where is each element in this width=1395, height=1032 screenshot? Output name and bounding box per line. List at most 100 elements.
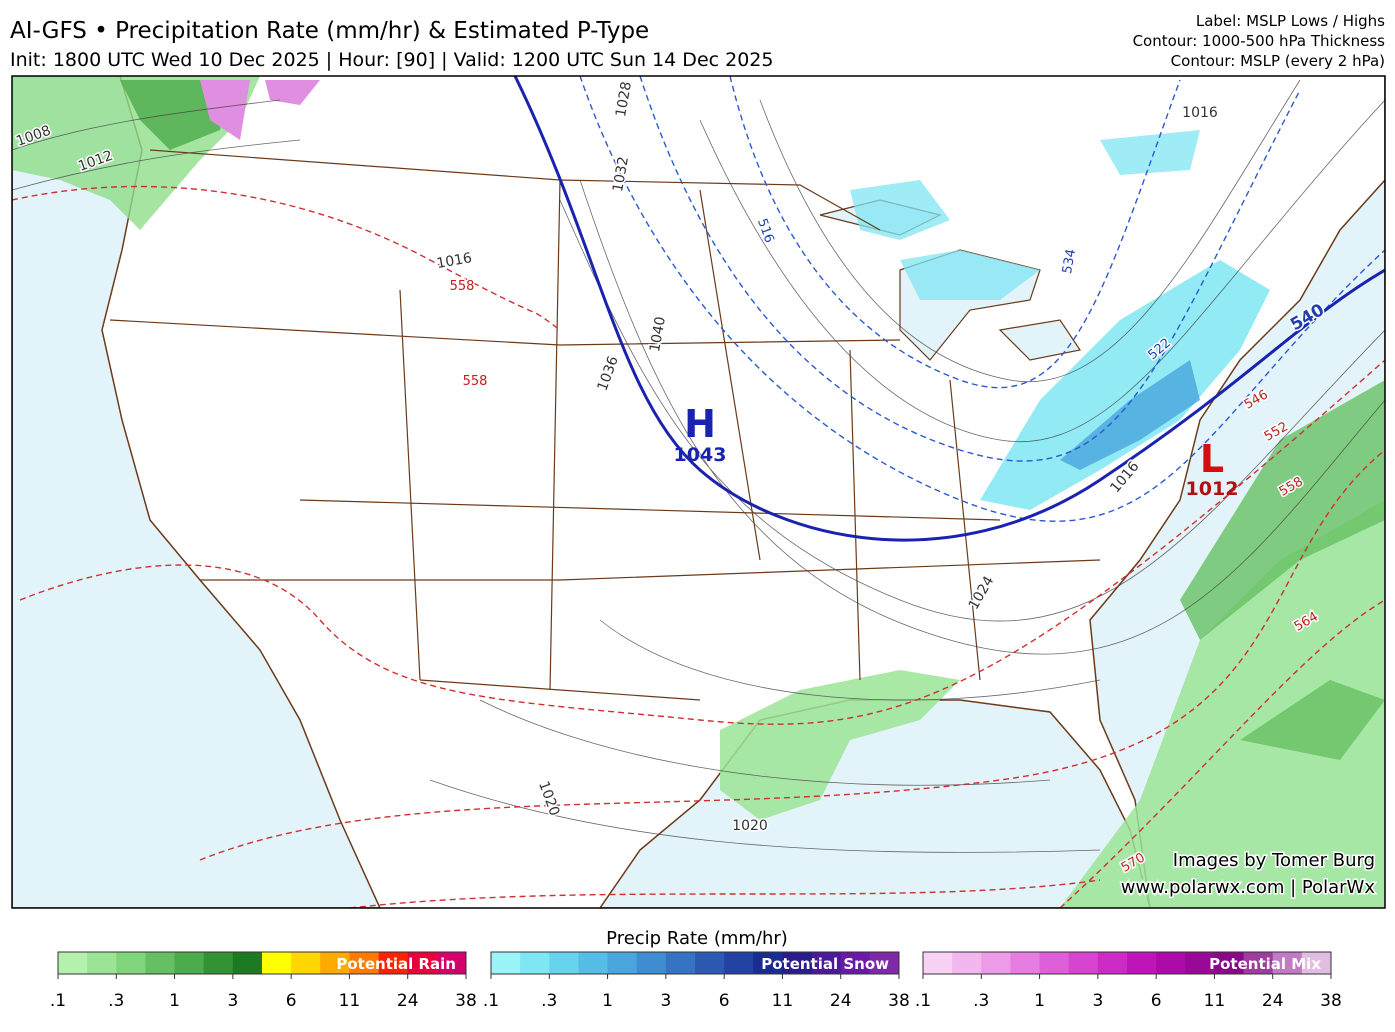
legend-swatch xyxy=(320,952,350,974)
note: Contour: MSLP (every 2 hPa) xyxy=(1171,52,1385,70)
legend-swatch xyxy=(981,952,1011,974)
mix-area xyxy=(200,80,320,140)
legend-tick-label: .3 xyxy=(108,991,124,1011)
isobar-label: 1016 xyxy=(1182,105,1218,121)
legend-tick-label: 11 xyxy=(339,991,361,1011)
legend-tick-label: 24 xyxy=(397,991,419,1011)
legend-tick-label: 3 xyxy=(1092,991,1103,1011)
legend-swatch xyxy=(291,952,321,974)
legend-swatch xyxy=(811,952,842,974)
legend-swatch xyxy=(203,952,234,974)
legend-swatch xyxy=(1127,952,1157,974)
legend-swatch xyxy=(174,952,205,974)
legend-frame xyxy=(57,951,467,975)
low-letter: L xyxy=(1200,437,1224,481)
legend-tick-label: 24 xyxy=(830,991,852,1011)
legend-tick-label: .1 xyxy=(50,991,66,1011)
legend-swatch xyxy=(407,952,438,974)
legend-swatch xyxy=(491,952,521,974)
isobar-label: 1020 xyxy=(732,818,768,834)
legend-swatch xyxy=(607,952,638,974)
legend-bar-name: Potential Rain xyxy=(336,955,456,973)
low-pressure: 1012 xyxy=(1186,478,1239,500)
legend-tick-label: 38 xyxy=(888,991,910,1011)
legend-swatch xyxy=(349,952,380,974)
snow-area xyxy=(850,130,1200,300)
legend-swatch xyxy=(753,952,783,974)
legend-swatch xyxy=(145,952,176,974)
legend-bar-name: Potential Snow xyxy=(761,955,889,973)
rain-area xyxy=(1060,500,1385,908)
isobars xyxy=(12,79,1385,853)
legend-title: Precip Rate (mm/hr) xyxy=(606,928,788,949)
legend-frame xyxy=(490,951,900,975)
map-frame xyxy=(11,75,1386,909)
high-letter: H xyxy=(684,402,716,446)
legend-swatch xyxy=(1185,952,1215,974)
legend-swatch xyxy=(87,952,117,974)
legend-swatch xyxy=(695,952,725,974)
legend-swatch xyxy=(840,952,871,974)
legend-tick-label: 3 xyxy=(660,991,671,1011)
cold-thickness xyxy=(579,76,1385,522)
legend-swatch xyxy=(665,952,696,974)
legend-swatch xyxy=(232,952,263,974)
legend-swatch xyxy=(520,952,550,974)
note: Contour: 1000-500 hPa Thickness xyxy=(1133,32,1386,50)
title: AI-GFS • Precipitation Rate (mm/hr) & Es… xyxy=(10,18,649,44)
legend-swatch xyxy=(436,952,467,974)
legend-tick-label: .1 xyxy=(915,991,931,1011)
legend-tick-label: 11 xyxy=(772,991,794,1011)
legend-tick-label: 11 xyxy=(1204,991,1226,1011)
map xyxy=(12,76,1385,908)
legend-swatch xyxy=(782,952,813,974)
legend-swatch xyxy=(1272,952,1303,974)
note: Label: MSLP Lows / Highs xyxy=(1196,12,1385,30)
legend-swatch xyxy=(58,952,88,974)
legend-tick-label: 3 xyxy=(227,991,238,1011)
legend-tick-label: 1 xyxy=(602,991,613,1011)
legend-frame xyxy=(922,951,1332,975)
legend-swatch xyxy=(923,952,953,974)
legend-tick-label: 38 xyxy=(1320,991,1342,1011)
legend-swatch xyxy=(1097,952,1128,974)
legend-tick-label: .3 xyxy=(541,991,557,1011)
legend-swatch xyxy=(1214,952,1245,974)
warm-thickness xyxy=(12,185,1385,908)
legend-tick-label: 24 xyxy=(1262,991,1284,1011)
credit: Images by Tomer Burg xyxy=(1173,850,1375,871)
legend-tick-label: 1 xyxy=(1034,991,1045,1011)
legend-swatch xyxy=(549,952,579,974)
thickness-label: 558 xyxy=(450,279,475,294)
legend-tick-label: 6 xyxy=(1151,991,1162,1011)
legend-swatch xyxy=(1010,952,1041,974)
legend-swatch xyxy=(116,952,146,974)
borders xyxy=(109,149,1101,701)
thickness-label: 558 xyxy=(463,374,488,389)
legend-tick-label: .3 xyxy=(973,991,989,1011)
thickness-540 xyxy=(513,76,1385,542)
legend-swatch xyxy=(1243,952,1274,974)
snow-area xyxy=(1060,360,1200,470)
legend-tick-label: 1 xyxy=(169,991,180,1011)
rain-area xyxy=(120,80,230,150)
legend-bar-name: Potential Mix xyxy=(1209,955,1321,973)
thickness-label: 534 xyxy=(1060,248,1079,275)
rain-area xyxy=(720,670,960,820)
subtitle: Init: 1800 UTC Wed 10 Dec 2025 | Hour: [… xyxy=(10,49,773,71)
legend-tick-label: .1 xyxy=(483,991,499,1011)
legend-swatch xyxy=(724,952,754,974)
high-pressure: 1043 xyxy=(674,444,727,466)
legend-tick-label: 6 xyxy=(719,991,730,1011)
legend-swatch xyxy=(869,952,900,974)
snow-area xyxy=(980,260,1270,510)
legend-swatch xyxy=(636,952,667,974)
legend-swatch xyxy=(1068,952,1099,974)
legend-swatch xyxy=(952,952,982,974)
legend-swatch xyxy=(578,952,609,974)
legend-tick-label: 6 xyxy=(286,991,297,1011)
rain-area xyxy=(1180,380,1385,760)
legend-swatch xyxy=(378,952,409,974)
